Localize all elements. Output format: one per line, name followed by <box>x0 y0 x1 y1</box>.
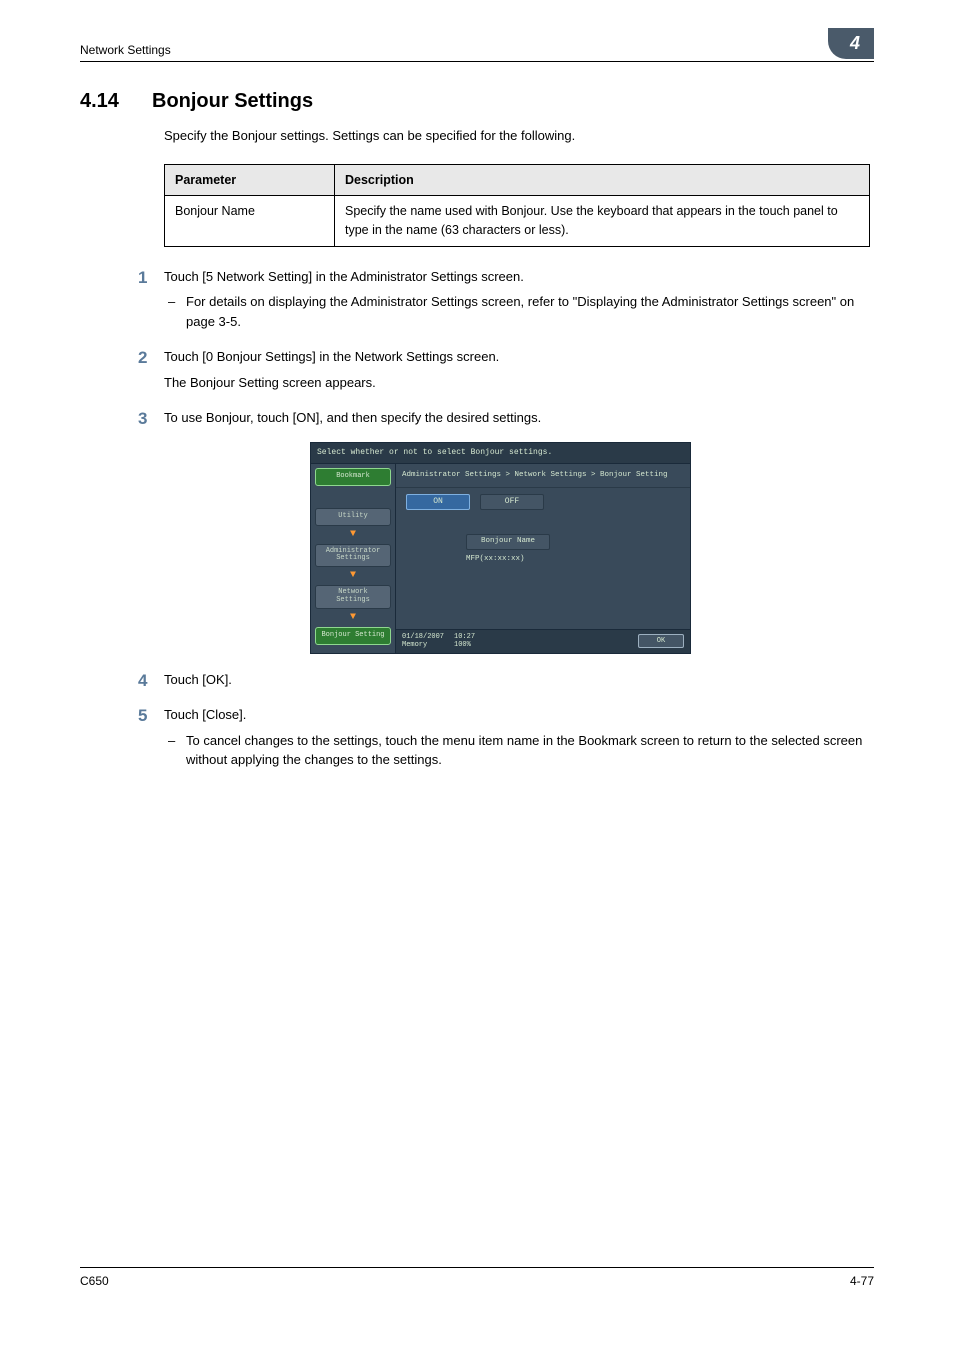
step-number: 3 <box>138 406 147 432</box>
off-toggle[interactable]: OFF <box>480 494 544 510</box>
step-2: 2 Touch [0 Bonjour Settings] in the Netw… <box>142 347 874 392</box>
footer-model: C650 <box>80 1272 109 1290</box>
screen-sidebar: Bookmark Utility ▼ Administrator Setting… <box>311 464 395 653</box>
arrow-down-icon: ▼ <box>350 571 356 581</box>
bonjour-setting-button[interactable]: Bonjour Setting <box>315 627 391 645</box>
screen-date: 01/18/2007 <box>402 633 444 641</box>
cell-param: Bonjour Name <box>165 196 335 247</box>
step-number: 1 <box>138 265 147 291</box>
step-text: Touch [Close]. <box>164 705 874 725</box>
step-1: 1 Touch [5 Network Setting] in the Admin… <box>142 267 874 332</box>
network-settings-button[interactable]: Network Settings <box>315 585 391 608</box>
th-description: Description <box>335 164 870 196</box>
utility-button[interactable]: Utility <box>315 508 391 526</box>
section-title: Bonjour Settings <box>152 86 313 116</box>
on-toggle[interactable]: ON <box>406 494 470 510</box>
arrow-down-icon: ▼ <box>350 530 356 540</box>
step-5: 5 Touch [Close]. To cancel changes to th… <box>142 705 874 770</box>
table-row: Bonjour Name Specify the name used with … <box>165 196 870 247</box>
step-text: To use Bonjour, touch [ON], and then spe… <box>164 408 874 428</box>
step-sub: For details on displaying the Administra… <box>164 292 874 331</box>
step-text: Touch [0 Bonjour Settings] in the Networ… <box>164 347 874 367</box>
step-3: 3 To use Bonjour, touch [ON], and then s… <box>142 408 874 653</box>
footer-page: 4-77 <box>850 1272 874 1290</box>
parameter-table: Parameter Description Bonjour Name Speci… <box>164 164 870 247</box>
screen-time: 10:27 <box>454 633 475 641</box>
step-4: 4 Touch [OK]. <box>142 670 874 690</box>
intro-text: Specify the Bonjour settings. Settings c… <box>164 126 874 146</box>
step-number: 2 <box>138 345 147 371</box>
screen-memory-value: 100% <box>454 641 475 649</box>
bonjour-name-value: MFP(xx:xx:xx) <box>466 554 680 565</box>
cell-desc: Specify the name used with Bonjour. Use … <box>335 196 870 247</box>
touchscreen-mock: Select whether or not to select Bonjour … <box>310 442 691 654</box>
step-number: 4 <box>138 668 147 694</box>
breadcrumb: Administrator Settings > Network Setting… <box>396 464 690 488</box>
screen-memory-label: Memory <box>402 641 444 649</box>
th-parameter: Parameter <box>165 164 335 196</box>
section-number: 4.14 <box>80 86 132 116</box>
bookmark-button[interactable]: Bookmark <box>315 468 391 486</box>
step-text: Touch [OK]. <box>164 670 874 690</box>
step-number: 5 <box>138 703 147 729</box>
step-sub: To cancel changes to the settings, touch… <box>164 731 874 770</box>
ok-button[interactable]: OK <box>638 634 684 648</box>
screen-instruction: Select whether or not to select Bonjour … <box>311 443 690 464</box>
chapter-number: 4 <box>828 28 874 59</box>
admin-settings-button[interactable]: Administrator Settings <box>315 544 391 567</box>
arrow-down-icon: ▼ <box>350 613 356 623</box>
running-header: Network Settings <box>80 41 171 59</box>
bonjour-name-button[interactable]: Bonjour Name <box>466 534 550 550</box>
step-text: Touch [5 Network Setting] in the Adminis… <box>164 267 874 287</box>
step-after: The Bonjour Setting screen appears. <box>164 373 874 393</box>
